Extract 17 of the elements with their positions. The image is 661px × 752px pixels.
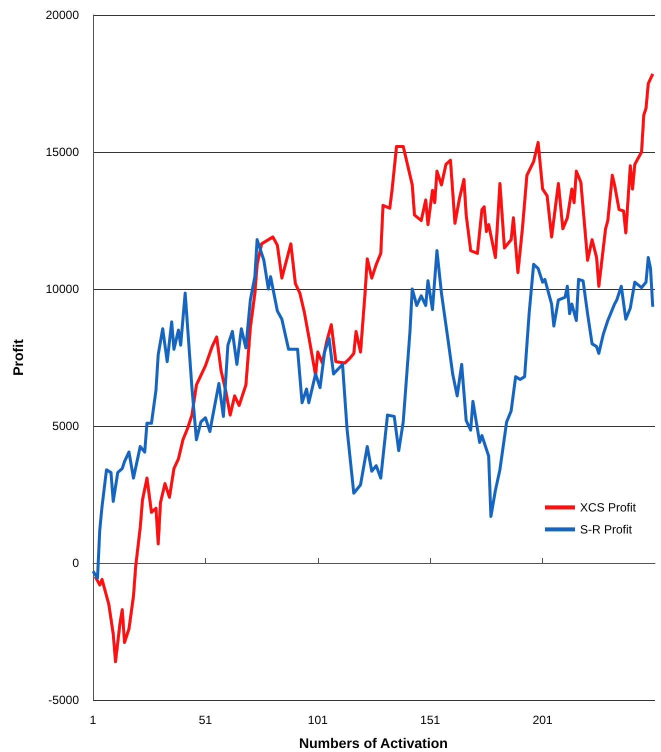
- y-tick-label: 20000: [46, 8, 80, 22]
- line-series: [94, 72, 654, 664]
- legend-label: XCS Profit: [580, 500, 637, 514]
- x-tick-label: 201: [532, 713, 553, 727]
- y-tick-label: 10000: [46, 282, 80, 296]
- x-tick-label: 151: [420, 713, 441, 727]
- x-axis-title: Numbers of Activation: [299, 735, 448, 751]
- x-tick-label: 1: [90, 713, 97, 727]
- y-axis-title: Profit: [10, 338, 26, 376]
- y-tick-label: 0: [72, 556, 80, 570]
- line-series: [92, 238, 654, 580]
- y-tick-label: 15000: [46, 145, 80, 159]
- y-tick-label: -5000: [48, 693, 80, 707]
- x-tick-label: 101: [308, 713, 328, 727]
- y-tick-label: 5000: [52, 419, 80, 433]
- legend-label: S-R Profit: [580, 522, 633, 536]
- x-tick-label: 51: [198, 713, 212, 727]
